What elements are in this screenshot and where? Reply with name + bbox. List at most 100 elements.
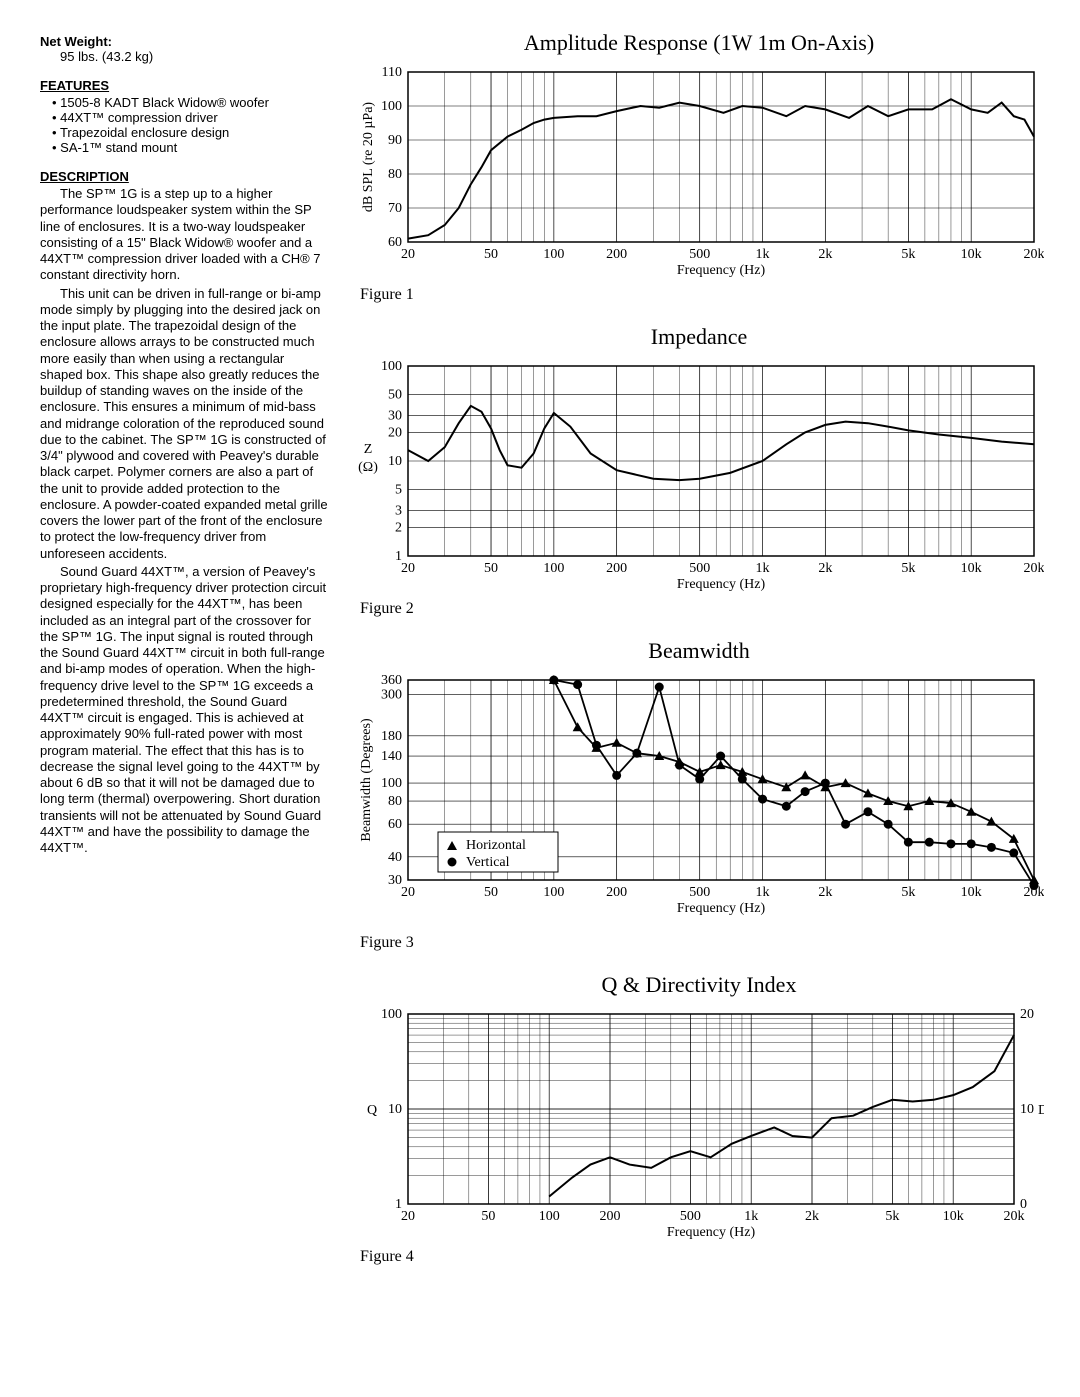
feature-item: SA-1™ stand mount <box>52 140 330 155</box>
svg-text:Frequency (Hz): Frequency (Hz) <box>677 901 766 916</box>
figure-4: Q & Directivity Index 101010100202050100… <box>354 972 1044 1266</box>
svg-text:5k: 5k <box>901 247 915 262</box>
svg-text:180: 180 <box>381 729 402 744</box>
svg-text:20: 20 <box>388 425 402 440</box>
svg-text:100: 100 <box>381 359 402 374</box>
svg-text:200: 200 <box>606 561 627 576</box>
svg-text:50: 50 <box>484 247 498 262</box>
svg-text:20k: 20k <box>1004 1209 1025 1224</box>
svg-text:5k: 5k <box>901 561 915 576</box>
svg-text:Frequency (Hz): Frequency (Hz) <box>667 1225 756 1240</box>
svg-text:10k: 10k <box>961 561 982 576</box>
net-weight-heading: Net Weight: <box>40 34 330 49</box>
svg-text:30: 30 <box>388 409 402 424</box>
net-weight-value: 95 lbs. (43.2 kg) <box>40 49 330 64</box>
svg-text:1k: 1k <box>744 1209 758 1224</box>
description-p3: Sound Guard 44XT™, a version of Peavey's… <box>40 564 330 857</box>
svg-text:300: 300 <box>381 688 402 703</box>
svg-text:70: 70 <box>388 201 402 216</box>
svg-text:80: 80 <box>388 167 402 182</box>
feature-item: Trapezoidal enclosure design <box>52 125 330 140</box>
svg-text:200: 200 <box>606 885 627 900</box>
feature-item: 44XT™ compression driver <box>52 110 330 125</box>
description-p2: This unit can be driven in full-range or… <box>40 286 330 562</box>
feature-item: 1505-8 KADT Black Widow® woofer <box>52 95 330 110</box>
features-list: 1505-8 KADT Black Widow® woofer 44XT™ co… <box>40 95 330 155</box>
svg-text:500: 500 <box>689 561 710 576</box>
svg-text:Q: Q <box>367 1103 377 1118</box>
description-p1: The SP™ 1G is a step up to a higher perf… <box>40 186 330 284</box>
figure-4-title: Q & Directivity Index <box>354 972 1044 998</box>
svg-text:20: 20 <box>401 1209 415 1224</box>
svg-text:3: 3 <box>395 504 402 519</box>
svg-text:Z: Z <box>364 442 373 457</box>
svg-text:20: 20 <box>401 885 415 900</box>
svg-text:30: 30 <box>388 873 402 888</box>
svg-text:360: 360 <box>381 673 402 688</box>
svg-text:100: 100 <box>543 885 564 900</box>
svg-text:100: 100 <box>381 776 402 791</box>
svg-text:(Ω): (Ω) <box>358 460 378 475</box>
svg-text:50: 50 <box>484 561 498 576</box>
svg-text:50: 50 <box>484 885 498 900</box>
svg-text:100: 100 <box>381 99 402 114</box>
svg-text:Vertical: Vertical <box>466 855 510 870</box>
svg-text:10k: 10k <box>961 885 982 900</box>
svg-text:100: 100 <box>539 1209 560 1224</box>
svg-text:10k: 10k <box>961 247 982 262</box>
svg-text:500: 500 <box>689 885 710 900</box>
figure-1-caption: Figure 1 <box>360 286 1044 304</box>
svg-text:Frequency (Hz): Frequency (Hz) <box>677 577 766 592</box>
svg-text:50: 50 <box>388 388 402 403</box>
svg-text:Beamwidth (Degrees): Beamwidth (Degrees) <box>359 718 374 842</box>
figure-3-caption: Figure 3 <box>360 934 1044 952</box>
svg-text:500: 500 <box>689 247 710 262</box>
svg-text:80: 80 <box>388 794 402 809</box>
svg-text:2k: 2k <box>818 885 832 900</box>
svg-text:2k: 2k <box>818 561 832 576</box>
svg-text:60: 60 <box>388 235 402 250</box>
figure-1-title: Amplitude Response (1W 1m On-Axis) <box>354 30 1044 56</box>
figure-4-caption: Figure 4 <box>360 1248 1044 1266</box>
description-heading: DESCRIPTION <box>40 169 330 184</box>
figure-3-svg: 3040608010014018030036020501002005001k2k… <box>354 670 1044 930</box>
svg-text:140: 140 <box>381 749 402 764</box>
svg-text:1k: 1k <box>756 561 770 576</box>
svg-text:100: 100 <box>381 1007 402 1022</box>
figure-2-caption: Figure 2 <box>360 600 1044 618</box>
svg-text:Di: Di <box>1038 1103 1044 1118</box>
figure-2: Impedance 12351020305010020501002005001k… <box>354 324 1044 618</box>
svg-text:5k: 5k <box>901 885 915 900</box>
features-heading: FEATURES <box>40 78 330 93</box>
svg-text:10: 10 <box>1020 1102 1034 1117</box>
svg-text:60: 60 <box>388 817 402 832</box>
svg-text:20k: 20k <box>1024 561 1045 576</box>
svg-text:2k: 2k <box>805 1209 819 1224</box>
svg-text:10: 10 <box>388 454 402 469</box>
svg-text:500: 500 <box>680 1209 701 1224</box>
svg-text:200: 200 <box>600 1209 621 1224</box>
svg-text:20: 20 <box>1020 1007 1034 1022</box>
figure-2-svg: 12351020305010020501002005001k2k5k10k20k… <box>354 356 1044 596</box>
svg-text:10: 10 <box>388 1102 402 1117</box>
svg-text:20: 20 <box>401 247 415 262</box>
svg-text:20k: 20k <box>1024 247 1045 262</box>
svg-text:10k: 10k <box>943 1209 964 1224</box>
svg-text:50: 50 <box>481 1209 495 1224</box>
svg-text:5k: 5k <box>885 1209 899 1224</box>
figure-3-title: Beamwidth <box>354 638 1044 664</box>
svg-text:40: 40 <box>388 850 402 865</box>
svg-text:200: 200 <box>606 247 627 262</box>
svg-text:110: 110 <box>382 65 402 80</box>
figure-1-svg: 6070809010011020501002005001k2k5k10k20kF… <box>354 62 1044 282</box>
svg-text:20: 20 <box>401 561 415 576</box>
svg-text:Horizontal: Horizontal <box>466 838 526 853</box>
svg-text:1k: 1k <box>756 247 770 262</box>
svg-text:Frequency (Hz): Frequency (Hz) <box>677 263 766 278</box>
svg-text:dB SPL (re 20 µPa): dB SPL (re 20 µPa) <box>361 102 376 213</box>
figure-4-svg: 1010101002020501002005001k2k5k10k20kFreq… <box>354 1004 1044 1244</box>
figure-2-title: Impedance <box>354 324 1044 350</box>
svg-text:2: 2 <box>395 520 402 535</box>
figure-1: Amplitude Response (1W 1m On-Axis) 60 70 8… <box>354 30 1044 304</box>
svg-text:100: 100 <box>543 561 564 576</box>
